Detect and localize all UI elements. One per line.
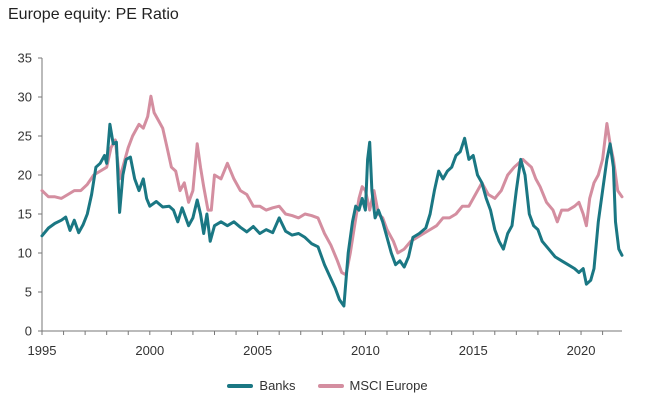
y-tick-label: 25 [18,129,32,144]
legend-label-banks: Banks [259,378,296,393]
chart-legend: Banks MSCI Europe [0,378,655,393]
legend-swatch-banks [227,383,254,388]
series-line-banks [40,122,624,308]
legend-item-msci-europe: MSCI Europe [317,378,428,393]
y-tick-label: 35 [18,51,32,66]
legend-item-banks: Banks [227,378,296,393]
y-tick-label: 10 [18,246,32,261]
y-tick-label: 5 [25,285,32,300]
x-tick-label: 1995 [28,343,57,358]
legend-swatch-msci-europe [317,383,344,388]
x-tick-label: 2020 [567,343,596,358]
chart-title: Europe equity: PE Ratio [8,6,179,23]
series-line-msci-europe [40,94,624,277]
y-tick-label: 30 [18,90,32,105]
x-tick-label: 2000 [135,343,164,358]
y-tick-label: 15 [18,207,32,222]
y-tick-label: 0 [25,324,32,339]
x-tick-label: 2015 [459,343,488,358]
x-tick-label: 2010 [351,343,380,358]
y-tick-label: 20 [18,168,32,183]
x-tick-label: 2005 [243,343,272,358]
legend-label-msci-europe: MSCI Europe [349,378,428,393]
